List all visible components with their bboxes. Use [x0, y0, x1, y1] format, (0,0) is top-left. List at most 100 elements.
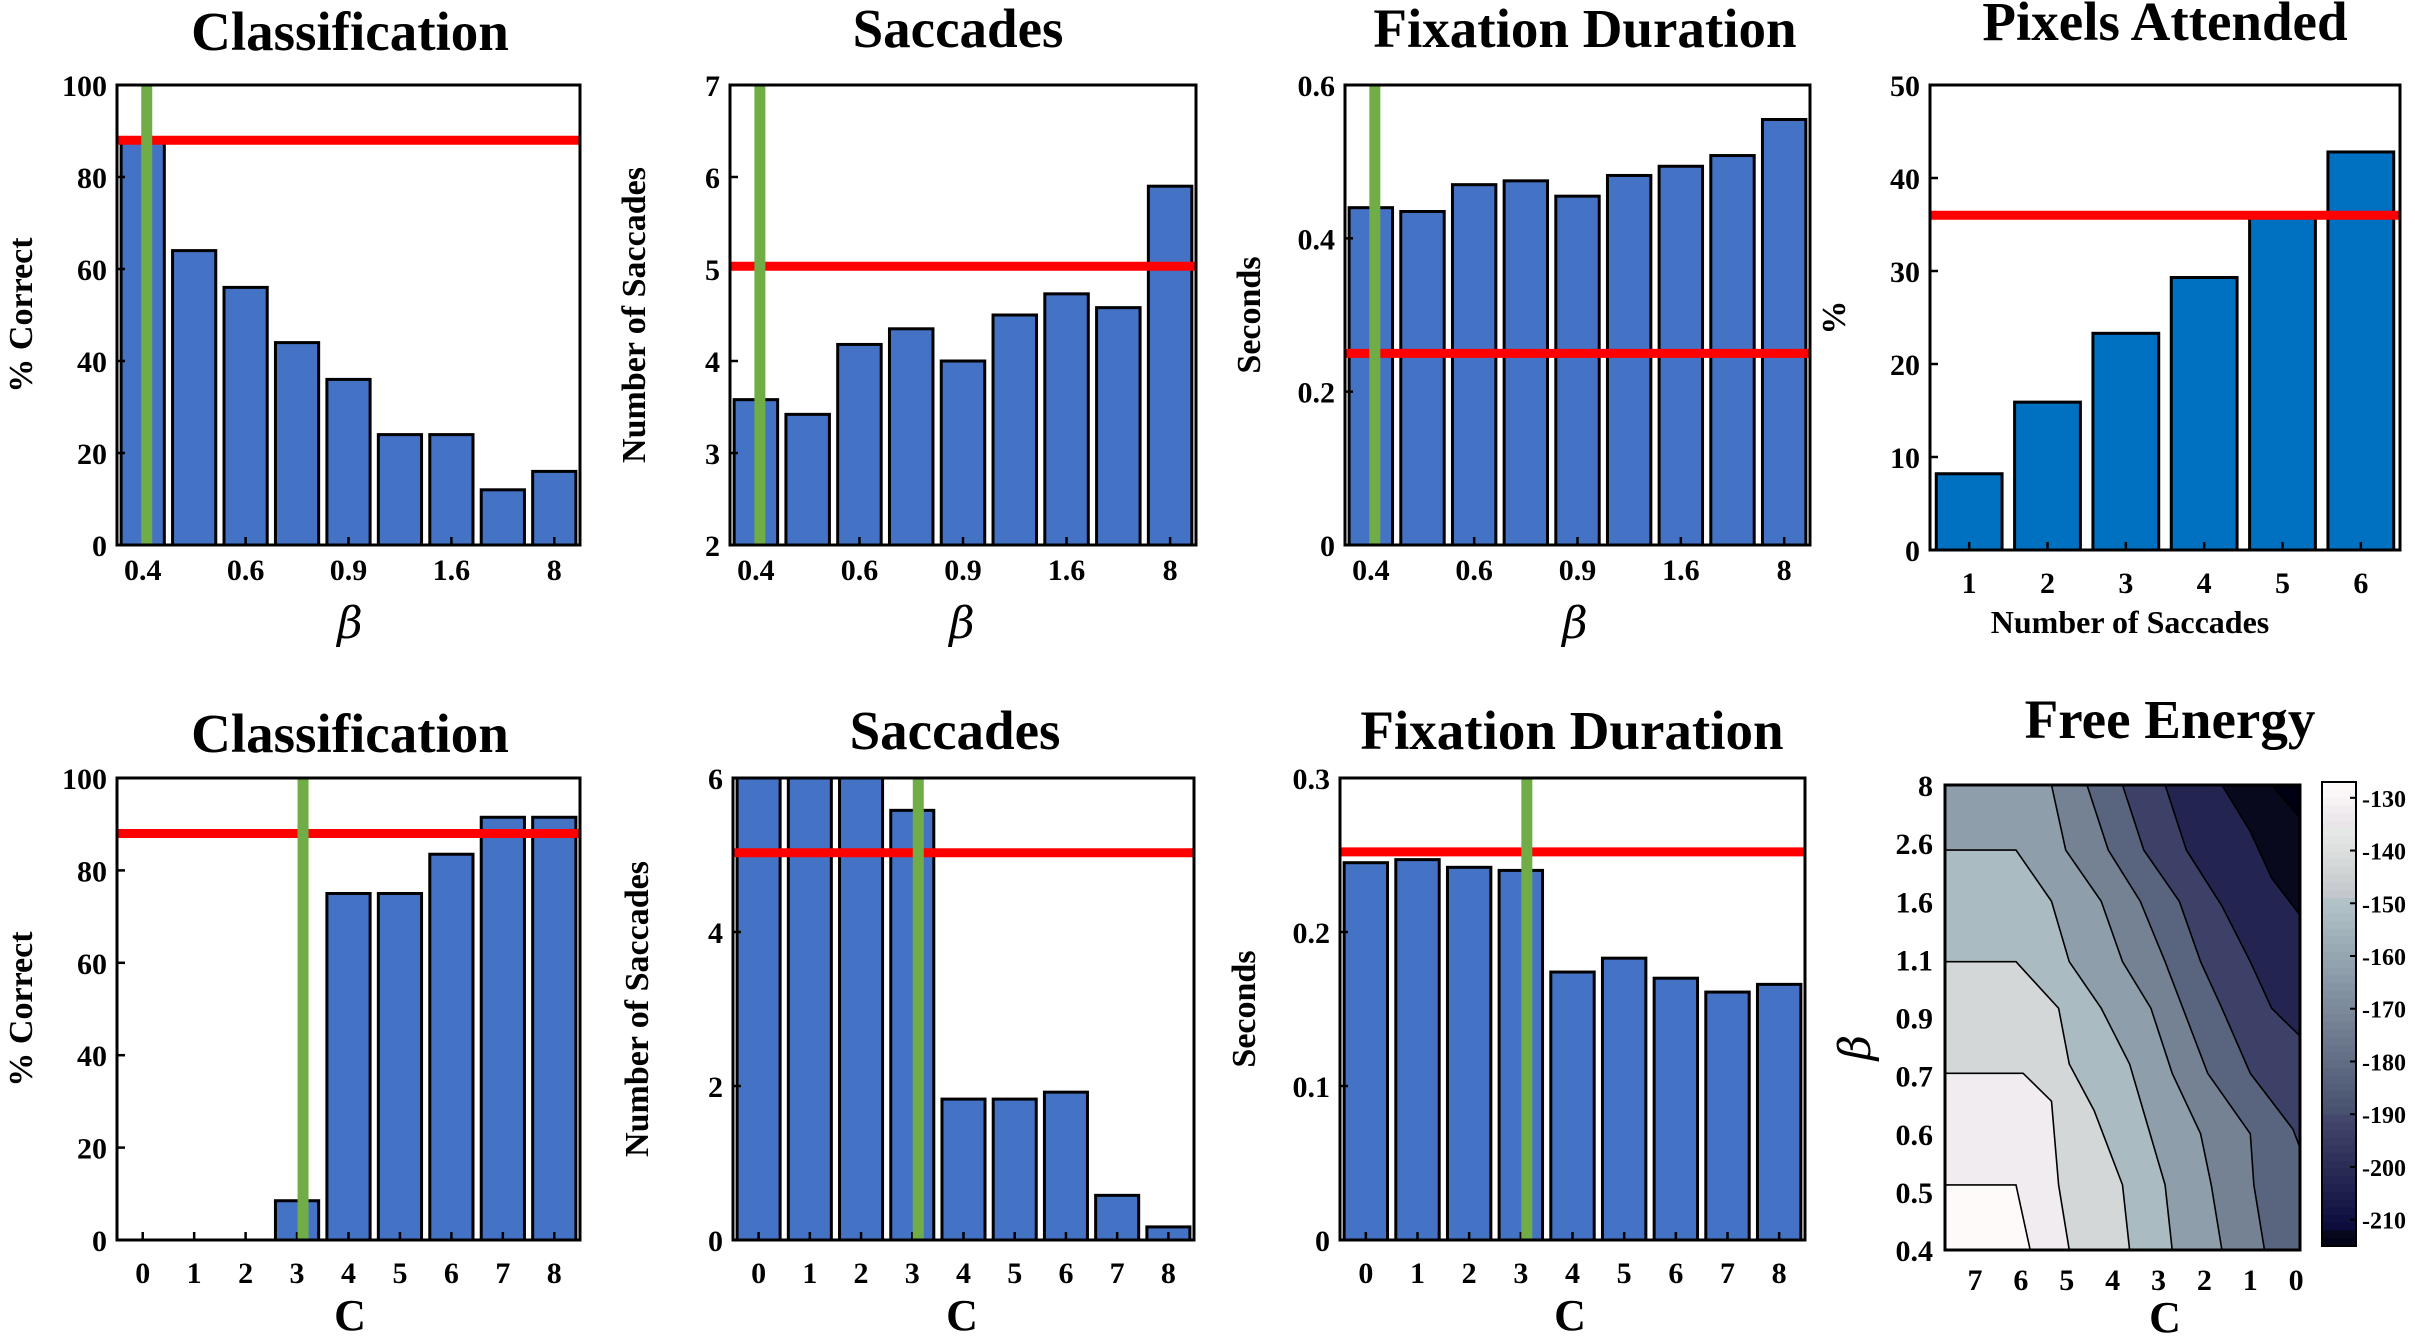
colorbar-tick-label: -200 [2362, 1156, 2406, 1182]
colorbar-segment [2322, 1145, 2356, 1155]
x-tick-label: 5 [1007, 1257, 1022, 1290]
contour-line [2164, 784, 2301, 1037]
top-saccades-title: Saccades [853, 0, 1064, 59]
x-tick-label: 8 [1777, 554, 1792, 587]
bar [786, 776, 833, 1242]
bar [1146, 184, 1194, 547]
x-tick-label: 5 [2059, 1264, 2074, 1297]
y-tick-label: 20 [77, 1133, 107, 1166]
x-tick-label: 1.6 [433, 554, 471, 587]
colorbar-segment [2322, 975, 2356, 985]
x-tick-label: 1 [1410, 1257, 1425, 1290]
bar [784, 412, 831, 547]
y-tick-label: 0 [708, 1225, 723, 1258]
x-tick-label: 8 [547, 554, 562, 587]
bottom-classification-axes [115, 776, 582, 1242]
bottom-fixation-ylabel: Seconds [1226, 950, 1263, 1067]
bar [1760, 118, 1808, 547]
x-tick-label: 0.4 [737, 554, 775, 587]
colorbar-tick-label: -140 [2362, 840, 2406, 866]
x-tick-label: 2 [1462, 1257, 1477, 1290]
contour-line [1945, 1072, 2071, 1251]
x-tick-label: 8 [1163, 554, 1178, 587]
x-tick-label: 1 [187, 1257, 202, 1290]
colorbar-segment [2322, 812, 2356, 822]
contour-line [2270, 784, 2301, 819]
x-tick-label: 0 [1358, 1257, 1373, 1290]
colorbar-tick-label: -150 [2362, 892, 2406, 918]
bottom-saccades-title: Saccades [850, 700, 1061, 761]
x-tick-label: 4 [956, 1257, 971, 1290]
bottom-fixation-axes [1338, 776, 1807, 1242]
colorbar-tick-label: -210 [2362, 1209, 2406, 1235]
colorbar-segment [2322, 1176, 2356, 1186]
y-tick-label: 0.1 [1293, 1071, 1331, 1104]
y-tick-label: 0.4 [1896, 1235, 1934, 1268]
y-tick-label: 80 [77, 855, 107, 888]
y-tick-label: 10 [1890, 442, 1920, 475]
x-tick-label: 0.6 [1455, 554, 1493, 587]
bar [1755, 982, 1803, 1242]
top-classification-ylabel: % Correct [3, 237, 40, 393]
colorbar-segment [2322, 936, 2356, 946]
colorbar-segment [2322, 1068, 2356, 1077]
bar [1399, 210, 1446, 547]
bar [376, 892, 424, 1242]
bar [1095, 306, 1142, 547]
x-tick-label: 0.9 [330, 554, 368, 587]
y-tick-label: 0 [92, 1225, 107, 1258]
x-tick-label: 0 [751, 1257, 766, 1290]
bar [1042, 1090, 1089, 1242]
bar [1554, 194, 1601, 547]
x-tick-label: 5 [2275, 567, 2290, 600]
colorbar-segment [2322, 1137, 2356, 1147]
x-tick-label: 1 [802, 1257, 817, 1290]
y-tick-label: 30 [1890, 256, 1920, 289]
y-tick-label: 8 [1918, 770, 1933, 803]
contour-line [2050, 784, 2223, 1251]
bottom-classification-xlabel: C [334, 1291, 366, 1338]
colorbar-segment [2322, 805, 2356, 814]
y-tick-label: 60 [77, 948, 107, 981]
y-tick-label: 2 [708, 1071, 723, 1104]
colorbar-segment [2322, 1191, 2356, 1201]
y-tick-label: 1.6 [1896, 886, 1934, 919]
colorbar-segment [2322, 967, 2356, 977]
colorbar-tick-label: -130 [2362, 787, 2406, 813]
y-tick-label: 0.3 [1293, 763, 1331, 796]
x-tick-label: 7 [1720, 1257, 1735, 1290]
colorbar-segment [2322, 1168, 2356, 1178]
colorbar-segment [2322, 1037, 2356, 1046]
colorbar-segment [2322, 836, 2356, 845]
bar [2091, 331, 2161, 552]
top-saccades-xlabel: β [947, 598, 974, 649]
contour-line [1945, 849, 2173, 1251]
colorbar-segment [2322, 1006, 2356, 1015]
bar [1445, 865, 1493, 1242]
y-tick-label: 6 [705, 162, 720, 195]
bar [991, 1097, 1038, 1242]
bar [1652, 976, 1700, 1242]
bottom-saccades-ylabel: Number of Saccades [619, 861, 656, 1157]
top-saccades-axes [728, 83, 1198, 547]
y-tick-label: 3 [705, 438, 720, 471]
bar [2248, 213, 2317, 552]
bottom-classification-title: Classification [191, 703, 509, 764]
top-fixation-ylabel: Seconds [1231, 256, 1268, 373]
y-tick-label: 4 [708, 917, 723, 950]
x-tick-label: 3 [290, 1257, 305, 1290]
bottom-free-energy-xlabel: C [2149, 1293, 2181, 1338]
colorbar-tick-label: -160 [2362, 945, 2406, 971]
y-tick-label: 60 [77, 254, 107, 287]
bar [1605, 173, 1653, 547]
bar [1934, 472, 2004, 552]
y-tick-label: 0.4 [1298, 223, 1336, 256]
bar [1342, 861, 1390, 1242]
colorbar-segment [2322, 898, 2356, 907]
colorbar-segment [2322, 797, 2356, 807]
bar [428, 433, 475, 547]
x-tick-label: 4 [2197, 567, 2212, 600]
y-tick-label: 6 [708, 763, 723, 796]
x-tick-label: 8 [1772, 1257, 1787, 1290]
